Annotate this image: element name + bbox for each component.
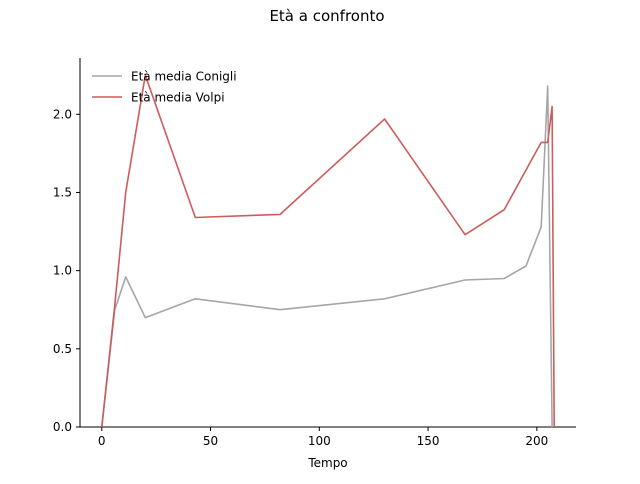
legend-label: Età media Volpi bbox=[131, 91, 225, 105]
series-line-conigli bbox=[101, 85, 553, 428]
series-lines bbox=[101, 74, 555, 428]
y-tick-label: 0.0 bbox=[53, 420, 72, 434]
y-tick-label: 0.5 bbox=[53, 342, 72, 356]
x-tick-label: 50 bbox=[203, 434, 218, 448]
legend: Età media Conigli Età media Volpi bbox=[92, 70, 237, 105]
y-axis-ticks: 0.0 0.5 1.0 1.5 2.0 bbox=[53, 107, 80, 434]
y-tick-label: 2.0 bbox=[53, 107, 72, 121]
y-tick-label: 1.5 bbox=[53, 185, 72, 199]
y-tick-label: 1.0 bbox=[53, 264, 72, 278]
x-axis-label: Tempo bbox=[307, 456, 347, 470]
series-line-volpi bbox=[101, 74, 555, 428]
x-tick-label: 0 bbox=[98, 434, 106, 448]
x-tick-label: 100 bbox=[308, 434, 331, 448]
x-tick-label: 200 bbox=[525, 434, 548, 448]
chart-title: Età a confronto bbox=[269, 7, 384, 25]
legend-label: Età media Conigli bbox=[131, 70, 237, 84]
x-tick-label: 150 bbox=[417, 434, 440, 448]
x-axis-ticks: 0 50 100 150 200 bbox=[98, 427, 548, 448]
